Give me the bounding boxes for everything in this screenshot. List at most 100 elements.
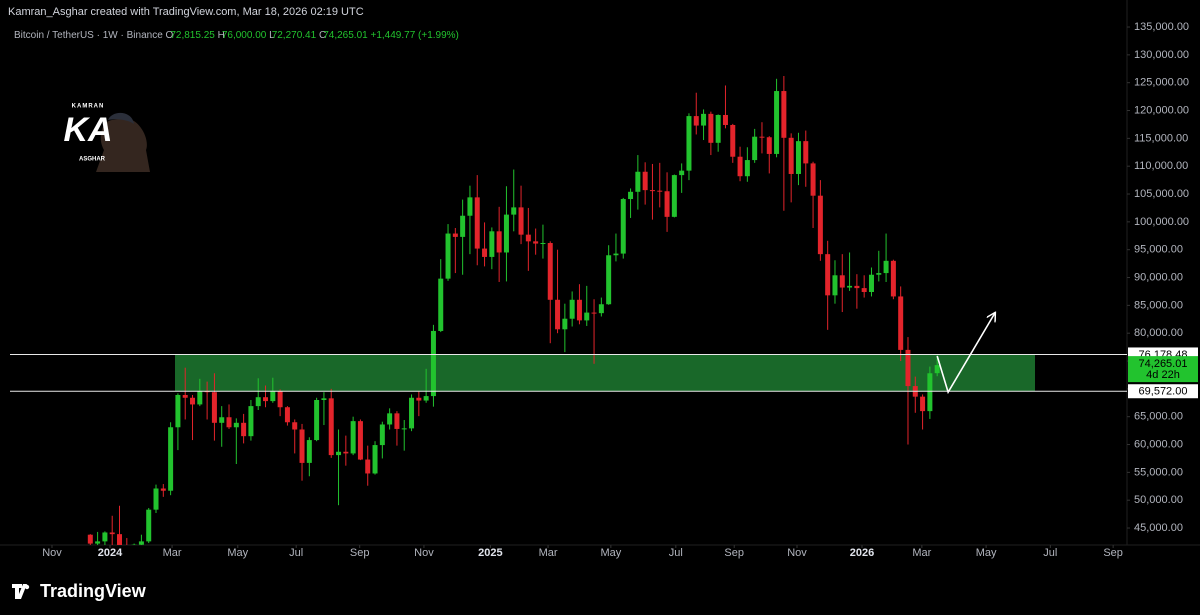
candle-body bbox=[511, 207, 517, 215]
y-tick-label: 50,000.00 bbox=[1134, 494, 1183, 506]
candle-body bbox=[182, 394, 188, 398]
candle-body bbox=[496, 231, 502, 253]
brand-logo-dot bbox=[24, 584, 30, 590]
candle-body bbox=[430, 330, 436, 397]
candle-body bbox=[503, 214, 509, 253]
watermark-top: KAMRAN bbox=[72, 104, 105, 110]
last-price-box bbox=[1128, 356, 1198, 383]
candle-body bbox=[175, 394, 181, 428]
candle-body bbox=[102, 532, 108, 542]
x-tick-label: Nov bbox=[787, 547, 807, 559]
legend-value: 74,265.01 bbox=[323, 30, 368, 41]
candle-body bbox=[620, 199, 626, 254]
x-tick-label: Nov bbox=[414, 547, 434, 559]
candle-body bbox=[839, 275, 845, 288]
candle-body bbox=[927, 373, 933, 412]
legend-key: C bbox=[319, 30, 326, 41]
candle-body bbox=[277, 391, 283, 408]
candle-body bbox=[905, 349, 911, 387]
candle-body bbox=[409, 397, 415, 429]
candle-body bbox=[547, 243, 553, 300]
candle-body bbox=[606, 255, 612, 305]
x-tick-label: 2025 bbox=[478, 547, 502, 559]
y-tick-label: 85,000.00 bbox=[1134, 299, 1183, 311]
candle-body bbox=[416, 397, 422, 401]
y-tick-label: 95,000.00 bbox=[1134, 244, 1183, 256]
candle-body bbox=[722, 114, 728, 125]
x-tick-label: May bbox=[600, 547, 621, 559]
candle-body bbox=[562, 318, 568, 330]
candle-body bbox=[438, 278, 444, 331]
countdown-label: 4d 22h bbox=[1146, 369, 1180, 381]
candle-body bbox=[642, 171, 648, 191]
candle-body bbox=[774, 91, 780, 154]
x-tick-label: Mar bbox=[912, 547, 931, 559]
candle-body bbox=[131, 544, 137, 545]
candle-body bbox=[576, 299, 582, 321]
candle-body bbox=[861, 288, 867, 292]
legend: Bitcoin / TetherUS · 1W · Binance O72,81… bbox=[14, 30, 459, 41]
y-tick-label: 130,000.00 bbox=[1134, 49, 1189, 61]
candle-body bbox=[868, 274, 874, 292]
candle-body bbox=[890, 260, 896, 297]
candle-body bbox=[211, 392, 217, 423]
y-tick-label: 100,000.00 bbox=[1134, 216, 1189, 228]
candle-body bbox=[372, 445, 378, 474]
candle-body bbox=[146, 509, 152, 542]
y-tick-label: 105,000.00 bbox=[1134, 188, 1189, 200]
candle-body bbox=[832, 275, 838, 296]
brand: TradingView bbox=[40, 581, 147, 601]
candle-body bbox=[168, 427, 174, 491]
x-tick-label: Nov bbox=[42, 547, 62, 559]
candle-body bbox=[467, 197, 473, 216]
y-tick-label: 120,000.00 bbox=[1134, 104, 1189, 116]
candle-body bbox=[810, 163, 816, 196]
candle-body bbox=[365, 459, 371, 474]
candle-body bbox=[664, 191, 670, 217]
candle-body bbox=[321, 398, 327, 400]
x-tick-label: Jul bbox=[1043, 547, 1057, 559]
candle-body bbox=[701, 113, 707, 126]
legend-key: H bbox=[218, 30, 225, 41]
candle-body bbox=[452, 233, 458, 237]
candle-body bbox=[598, 304, 604, 314]
candle-body bbox=[817, 195, 823, 255]
candle-body bbox=[591, 312, 597, 314]
candle-body bbox=[752, 136, 758, 161]
candle-body bbox=[825, 254, 831, 296]
avatar-hair bbox=[108, 112, 134, 124]
candle-body bbox=[95, 541, 101, 544]
candle-body bbox=[394, 413, 400, 429]
x-tick-label: May bbox=[976, 547, 997, 559]
header: Kamran_Asghar created with TradingView.c… bbox=[8, 6, 364, 18]
candle-body bbox=[270, 391, 276, 402]
x-tick-label: Sep bbox=[1103, 547, 1123, 559]
x-tick-label: Sep bbox=[724, 547, 744, 559]
candle-body bbox=[715, 114, 721, 143]
candle-body bbox=[284, 407, 290, 423]
candle-body bbox=[898, 296, 904, 350]
projection-arrow bbox=[936, 313, 995, 395]
candle-body bbox=[671, 175, 677, 217]
candle-body bbox=[401, 428, 407, 430]
x-tick-label: 2024 bbox=[98, 547, 123, 559]
level-label-box bbox=[1128, 384, 1198, 399]
legend-symbol: Bitcoin / TetherUS · 1W · Binance bbox=[14, 30, 163, 41]
candle-body bbox=[693, 116, 699, 126]
candle-body bbox=[489, 231, 495, 257]
candle-body bbox=[803, 141, 809, 164]
candle-body bbox=[314, 399, 320, 441]
y-tick-label: 125,000.00 bbox=[1134, 77, 1189, 89]
candle-body bbox=[730, 124, 736, 157]
candle-body bbox=[160, 488, 166, 491]
candle-body bbox=[350, 421, 356, 454]
candle-body bbox=[635, 171, 641, 192]
candle-body bbox=[781, 91, 787, 138]
legend-value: 72,815.25 bbox=[170, 30, 215, 41]
y-tick-label: 80,000.00 bbox=[1134, 327, 1183, 339]
candle-body bbox=[518, 207, 524, 235]
candle-body bbox=[117, 534, 123, 545]
candle-body bbox=[737, 156, 743, 177]
